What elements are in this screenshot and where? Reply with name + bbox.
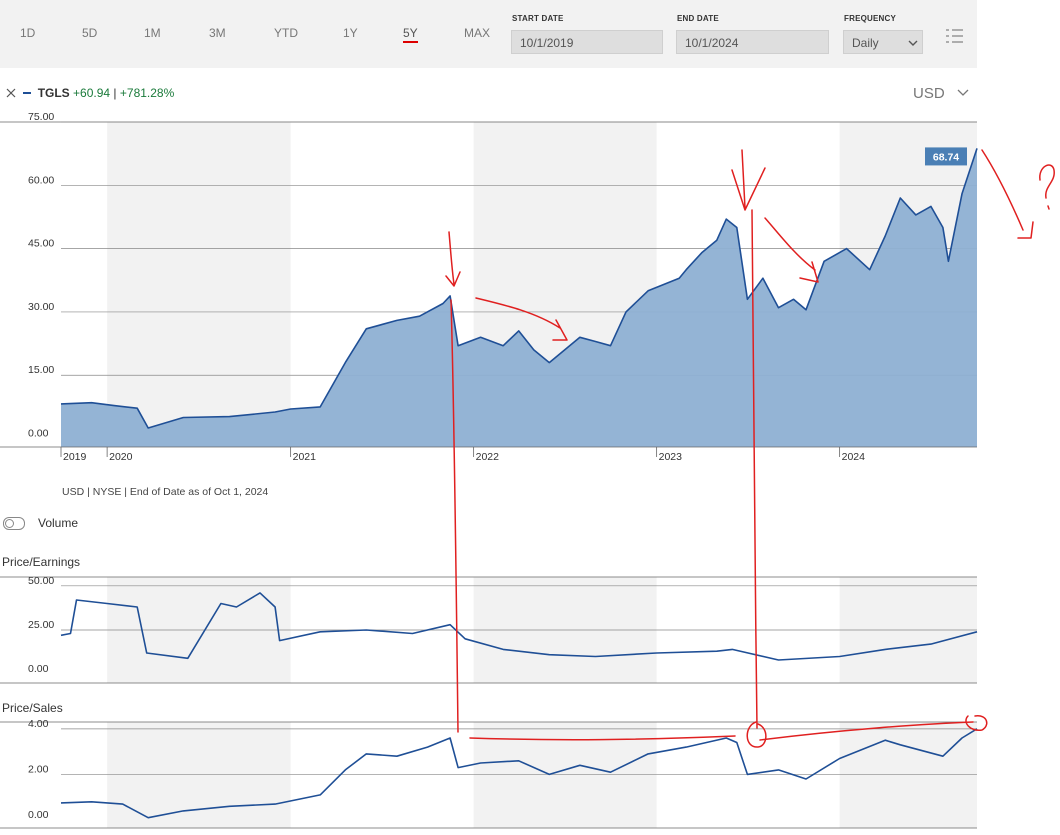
x-tick-label: 2019 xyxy=(63,451,87,463)
price-y-tick-label: 75.00 xyxy=(28,111,54,123)
end-date-input[interactable]: 10/1/2024 xyxy=(676,30,829,54)
ps-line xyxy=(60,728,978,819)
frequency-value: Daily xyxy=(852,36,879,50)
range-5y-button[interactable]: 5Y xyxy=(403,26,418,43)
x-tick-label: 2024 xyxy=(842,451,866,463)
price-y-tick-label: 45.00 xyxy=(28,238,54,250)
pe-y-tick-label: 50.00 xyxy=(28,575,54,587)
volume-toggle[interactable] xyxy=(3,517,25,530)
ps-year-band-0 xyxy=(107,722,291,828)
close-icon[interactable] xyxy=(6,88,16,98)
price-change: +60.94 xyxy=(73,86,111,100)
price-year-band-0 xyxy=(107,122,291,447)
ps-y-tick-label: 4.00 xyxy=(28,718,49,730)
ps-y-tick-label: 0.00 xyxy=(28,809,49,821)
range-max-button[interactable]: MAX xyxy=(464,26,491,40)
frequency-select[interactable]: Daily xyxy=(843,30,923,54)
annotation-stroke xyxy=(751,209,758,729)
x-tick-label: 2020 xyxy=(109,451,133,463)
pe-panel-title: Price/Earnings xyxy=(2,555,81,569)
price-area xyxy=(61,148,977,447)
data-source-note: USD | NYSE | End of Date as of Oct 1, 20… xyxy=(62,486,269,498)
last-value-badge xyxy=(925,147,967,166)
range-1d-button[interactable]: 1D xyxy=(20,26,36,40)
ticker-symbol: TGLS xyxy=(37,86,70,100)
currency-value: USD xyxy=(913,85,945,102)
ps-year-band-2 xyxy=(839,722,977,828)
annotation-stroke xyxy=(469,735,736,741)
x-tick-label: 2022 xyxy=(476,451,500,463)
chevron-down-icon xyxy=(908,40,918,46)
series-swatch xyxy=(23,92,32,94)
last-value-label: 68.74 xyxy=(933,151,959,163)
toolbar: 1D 5D 1M 3M YTD 1Y 5Y MAX START DATE 10/… xyxy=(0,0,977,68)
annotation-stroke xyxy=(759,721,974,741)
price-y-tick-label: 0.00 xyxy=(28,428,49,440)
ps-y-tick-label: 2.00 xyxy=(28,763,49,775)
toggle-knob xyxy=(5,519,14,528)
legend-separator: | xyxy=(113,86,117,100)
start-date-label: START DATE xyxy=(512,14,564,23)
range-ytd-button[interactable]: YTD xyxy=(274,26,298,40)
range-5d-button[interactable]: 5D xyxy=(82,26,98,40)
list-menu-icon[interactable] xyxy=(945,27,965,45)
annotation-stroke xyxy=(1039,164,1055,210)
annotation-stroke xyxy=(746,721,767,748)
currency-select[interactable]: USD xyxy=(913,85,969,102)
annotation-stroke xyxy=(445,231,461,287)
price-y-tick-label: 30.00 xyxy=(28,301,54,313)
pe-y-tick-label: 25.00 xyxy=(28,619,54,631)
x-tick-label: 2021 xyxy=(293,451,317,463)
annotation-stroke xyxy=(981,149,1034,239)
red-annotations xyxy=(445,149,1055,748)
annotation-stroke xyxy=(731,149,766,211)
x-tick-label: 2023 xyxy=(659,451,683,463)
series-legend: TGLS +60.94 | +781.28% xyxy=(6,86,174,100)
start-date-input[interactable]: 10/1/2019 xyxy=(511,30,663,54)
annotation-stroke xyxy=(450,299,459,733)
range-1m-button[interactable]: 1M xyxy=(144,26,161,40)
price-change-pct: +781.28% xyxy=(119,86,175,100)
frequency-label: FREQUENCY xyxy=(844,14,897,23)
range-3m-button[interactable]: 3M xyxy=(209,26,226,40)
ps-panel-title: Price/Sales xyxy=(2,701,63,715)
annotation-stroke xyxy=(965,715,988,731)
price-y-tick-label: 60.00 xyxy=(28,174,54,186)
annotation-stroke xyxy=(475,297,568,341)
pe-y-tick-label: 0.00 xyxy=(28,663,49,675)
chevron-down-icon xyxy=(957,89,969,96)
ps-year-band-1 xyxy=(473,722,657,828)
price-y-tick-label: 15.00 xyxy=(28,364,54,376)
range-1y-button[interactable]: 1Y xyxy=(343,26,358,40)
volume-label: Volume xyxy=(38,516,79,530)
end-date-label: END DATE xyxy=(677,14,719,23)
annotation-stroke xyxy=(764,217,819,283)
